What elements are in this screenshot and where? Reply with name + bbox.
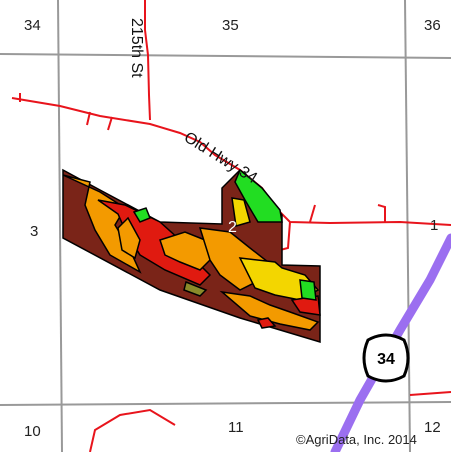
section-label-2: 2 [228,219,237,236]
soil-unit-red-south [256,317,277,329]
soil-unit-orange-mid [159,231,213,271]
section-line-east [404,0,411,452]
section-label-3: 3 [30,223,38,240]
road-label-215th-st: 215th St [128,18,145,78]
road-tick-2 [86,111,91,126]
road-old-hwy-34 [11,97,451,226]
section-line-west [57,0,63,452]
section-label-11: 11 [228,419,244,436]
section-label-35: 35 [222,17,239,34]
section-label-1: 1 [430,217,438,234]
us-route-shield: 34 [362,333,410,383]
road-tick-5 [377,204,386,222]
section-label-36: 36 [424,17,441,34]
section-line-north [0,53,451,59]
section-label-12: 12 [424,419,441,436]
road-south-curve [89,408,176,452]
soil-unit-olive [183,280,208,297]
section-label-34: 34 [24,17,41,34]
copyright-text: ©AgriData, Inc. 2014 [296,432,417,447]
section-label-10: 10 [24,423,41,440]
route-shield-number: 34 [377,351,395,368]
soil-unit-yellow-north [231,197,251,227]
soil-unit-green-north [234,168,283,223]
soil-unit-green-east [299,279,317,301]
road-tick-3 [107,116,113,131]
soil-unit-orange-south [219,290,320,331]
roads [11,0,451,452]
section-line-south [0,401,451,406]
soil-unit-green-small [132,207,151,223]
us-highway-line [330,233,451,452]
soil-field [62,168,321,344]
soil-unit-orange-lobe [117,216,141,260]
road-215th-st [144,0,151,121]
road-tick-4 [309,204,316,223]
soil-unit-orange-west [62,174,142,274]
road-southeast [409,391,451,396]
soil-unit-yellow [238,257,320,301]
